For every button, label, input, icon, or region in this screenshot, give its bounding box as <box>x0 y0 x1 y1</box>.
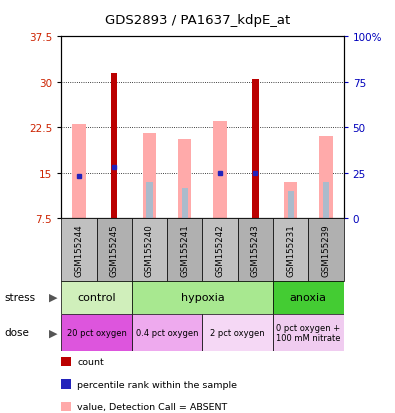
Bar <box>273 281 344 314</box>
Text: control: control <box>77 292 116 302</box>
Bar <box>323 183 329 219</box>
Bar <box>308 219 344 281</box>
Bar <box>273 314 344 351</box>
Text: value, Detection Call = ABSENT: value, Detection Call = ABSENT <box>77 402 227 411</box>
Text: 0 pct oxygen +
100 mM nitrate: 0 pct oxygen + 100 mM nitrate <box>276 323 340 342</box>
Bar <box>61 314 132 351</box>
Text: 2 pct oxygen: 2 pct oxygen <box>211 328 265 337</box>
Bar <box>96 219 132 281</box>
Text: 0.4 pct oxygen: 0.4 pct oxygen <box>136 328 198 337</box>
Text: GSM155239: GSM155239 <box>322 224 331 276</box>
Bar <box>146 183 152 219</box>
Text: GSM155241: GSM155241 <box>180 224 189 276</box>
Bar <box>213 122 227 219</box>
Text: 20 pct oxygen: 20 pct oxygen <box>67 328 126 337</box>
Text: ▶: ▶ <box>49 292 57 302</box>
Text: count: count <box>77 357 104 366</box>
Bar <box>202 219 238 281</box>
Bar <box>182 189 188 219</box>
Bar <box>143 134 156 219</box>
Text: GSM155245: GSM155245 <box>110 224 118 276</box>
Text: percentile rank within the sample: percentile rank within the sample <box>77 380 237 389</box>
Bar <box>111 74 117 219</box>
Text: anoxia: anoxia <box>290 292 327 302</box>
Bar <box>61 219 96 281</box>
Bar <box>178 140 192 219</box>
Bar <box>319 137 333 219</box>
Bar <box>284 183 297 219</box>
Bar <box>132 314 202 351</box>
Text: stress: stress <box>4 292 35 302</box>
Bar <box>72 125 86 219</box>
Text: GSM155244: GSM155244 <box>74 224 83 276</box>
Text: dose: dose <box>4 328 29 337</box>
Bar <box>288 192 294 219</box>
Bar <box>273 219 308 281</box>
Bar <box>61 281 132 314</box>
Text: hypoxia: hypoxia <box>181 292 224 302</box>
Bar <box>132 219 167 281</box>
Bar <box>202 314 273 351</box>
Text: GDS2893 / PA1637_kdpE_at: GDS2893 / PA1637_kdpE_at <box>105 14 290 27</box>
Bar <box>167 219 202 281</box>
Bar <box>238 219 273 281</box>
Text: GSM155231: GSM155231 <box>286 224 295 276</box>
Bar <box>132 281 273 314</box>
Text: GSM155242: GSM155242 <box>216 224 225 276</box>
Text: GSM155240: GSM155240 <box>145 224 154 276</box>
Text: ▶: ▶ <box>49 328 57 337</box>
Bar <box>252 80 259 219</box>
Text: GSM155243: GSM155243 <box>251 224 260 276</box>
